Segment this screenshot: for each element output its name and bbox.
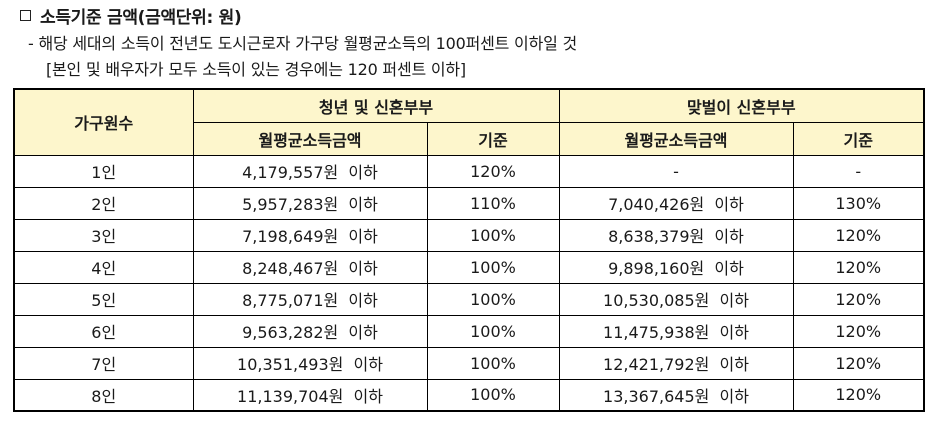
header-group-dual-income-newlywed: 맞벌이 신혼부부 (558, 88, 925, 123)
dual-standard-cell: 120% (792, 250, 925, 284)
header-monthly-income-2: 월평균소득금액 (558, 121, 794, 156)
youth-standard-cell: 100% (426, 250, 560, 284)
table-row: 5인 8,775,071원 이하 100% 10,530,085원 이하 120% (13, 282, 925, 316)
dual-standard-cell: 120% (792, 218, 925, 252)
dual-standard-cell: 120% (792, 282, 925, 316)
dual-income-cell: 7,040,426원 이하 (558, 186, 794, 220)
household-cell: 3인 (13, 218, 194, 252)
dual-income-cell: - (558, 154, 794, 188)
dual-income-cell: 12,421,792원 이하 (558, 346, 794, 380)
youth-income-cell: 8,248,467원 이하 (192, 250, 428, 284)
table-body: 1인 4,179,557원 이하 120% - -2인 5,957,283원 이하 110%… (13, 154, 925, 412)
checkbox-bullet-icon (20, 9, 31, 21)
youth-income-cell: 4,179,557원 이하 (192, 154, 428, 188)
household-cell: 5인 (13, 282, 194, 316)
youth-standard-cell: 110% (426, 186, 560, 220)
income-standard-table: 가구원수 청년 및 신혼부부 맞벌이 신혼부부 월평균소득금액 기준 월평균소득… (13, 88, 925, 412)
household-cell: 8인 (13, 378, 194, 412)
dual-standard-cell: - (792, 154, 925, 188)
section-title: 소득기준 금액(금액단위: 원) (40, 7, 242, 28)
table-row: 6인 9,563,282원 이하 100% 11,475,938원 이하 120% (13, 314, 925, 348)
youth-standard-cell: 100% (426, 314, 560, 348)
household-cell: 6인 (13, 314, 194, 348)
table-row: 7인 10,351,493원 이하 100% 12,421,792원 이하 120% (13, 346, 925, 380)
youth-income-cell: 8,775,071원 이하 (192, 282, 428, 316)
youth-standard-cell: 120% (426, 154, 560, 188)
header-household-count: 가구원수 (13, 88, 194, 156)
dual-income-cell: 9,898,160원 이하 (558, 250, 794, 284)
section-heading: 소득기준 금액(금액단위: 원) (20, 3, 242, 28)
note-line-1: - 해당 세대의 소득이 전년도 도시근로자 가구당 월평균소득의 100퍼센트… (28, 34, 578, 53)
table-row: 3인 7,198,649원 이하 100% 8,638,379원 이하 120% (13, 218, 925, 252)
header-group-youth-newlywed: 청년 및 신혼부부 (192, 88, 560, 123)
youth-income-cell: 7,198,649원 이하 (192, 218, 428, 252)
household-cell: 1인 (13, 154, 194, 188)
dual-income-cell: 8,638,379원 이하 (558, 218, 794, 252)
dual-income-cell: 11,475,938원 이하 (558, 314, 794, 348)
dual-standard-cell: 130% (792, 186, 925, 220)
youth-income-cell: 11,139,704원 이하 (192, 378, 428, 412)
youth-standard-cell: 100% (426, 378, 560, 412)
header-monthly-income-1: 월평균소득금액 (192, 121, 428, 156)
note-line-2: [본인 및 배우자가 모두 소득이 있는 경우에는 120 퍼센트 이하] (46, 60, 466, 79)
header-standard-1: 기준 (426, 121, 560, 156)
table-row: 2인 5,957,283원 이하 110% 7,040,426원 이하 130% (13, 186, 925, 220)
youth-standard-cell: 100% (426, 282, 560, 316)
table-row: 1인 4,179,557원 이하 120% - - (13, 154, 925, 188)
youth-standard-cell: 100% (426, 218, 560, 252)
household-cell: 2인 (13, 186, 194, 220)
youth-income-cell: 10,351,493원 이하 (192, 346, 428, 380)
header-standard-2: 기준 (792, 121, 925, 156)
household-cell: 4인 (13, 250, 194, 284)
youth-income-cell: 9,563,282원 이하 (192, 314, 428, 348)
table-row: 8인 11,139,704원 이하 100% 13,367,645원 이하 120% (13, 378, 925, 412)
dual-income-cell: 13,367,645원 이하 (558, 378, 794, 412)
dual-income-cell: 10,530,085원 이하 (558, 282, 794, 316)
youth-income-cell: 5,957,283원 이하 (192, 186, 428, 220)
household-cell: 7인 (13, 346, 194, 380)
table-row: 4인 8,248,467원 이하 100% 9,898,160원 이하 120% (13, 250, 925, 284)
dual-standard-cell: 120% (792, 314, 925, 348)
dual-standard-cell: 120% (792, 378, 925, 412)
youth-standard-cell: 100% (426, 346, 560, 380)
dual-standard-cell: 120% (792, 346, 925, 380)
